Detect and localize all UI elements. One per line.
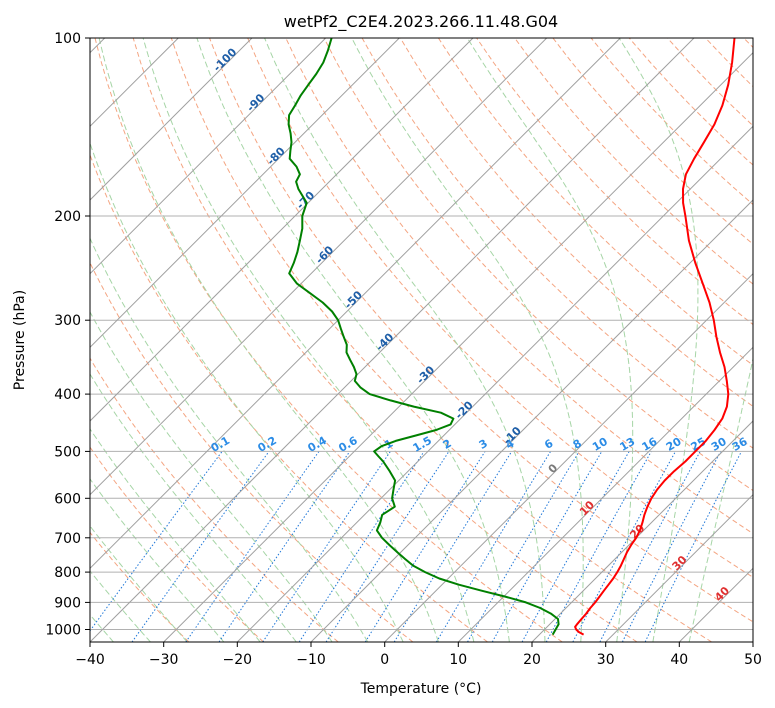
x-axis-label: Temperature (°C) <box>360 681 482 697</box>
sounding-series <box>287 38 736 636</box>
dry-adiabat <box>170 38 712 642</box>
mixing-ratio-lines <box>90 451 742 642</box>
y-tick-label: 200 <box>54 209 81 225</box>
mixing-ratio-line <box>521 451 630 642</box>
dry-adiabat <box>209 38 753 623</box>
isotherm-line <box>605 493 753 642</box>
temperature-line <box>574 38 736 636</box>
mixing-ratio-line <box>262 451 391 642</box>
moist-adiabat <box>142 38 475 642</box>
mixing-ratio-line <box>644 451 742 642</box>
x-tick-label: −10 <box>296 652 326 668</box>
dry-adiabat <box>323 38 753 492</box>
moist-adiabat <box>618 38 699 642</box>
y-tick-label: 600 <box>54 491 81 507</box>
moist-adiabats <box>90 38 753 642</box>
x-tick-label: 50 <box>744 652 762 668</box>
isotherm-line <box>90 38 548 496</box>
x-tick-label: −40 <box>75 652 105 668</box>
y-tick-label: 400 <box>54 387 81 403</box>
dry-adiabat <box>399 38 753 408</box>
isotherm-line <box>90 38 695 642</box>
y-tick-label: 500 <box>54 444 81 460</box>
isotherm-line <box>310 199 753 642</box>
moist-adiabat <box>90 427 261 642</box>
dry-adiabats <box>90 38 753 642</box>
plot-frame <box>89 37 754 643</box>
moist-adiabat <box>90 570 151 642</box>
isotherm-line <box>90 38 621 570</box>
x-tick-label: −30 <box>149 652 179 668</box>
mixing-ratio-line <box>599 451 701 642</box>
mixing-ratio-line <box>185 451 320 642</box>
dry-adiabat <box>247 38 753 578</box>
moist-adiabat <box>196 38 510 642</box>
x-tick-label: 40 <box>670 652 688 668</box>
isobar-grid <box>90 38 753 630</box>
mixing-ratio-line <box>218 451 351 642</box>
moist-adiabat <box>688 356 753 642</box>
mixing-ratio-line <box>621 451 722 642</box>
dry-adiabat <box>437 38 753 366</box>
x-tick-label: 20 <box>523 652 541 668</box>
y-axis-label: Pressure (hPa) <box>12 290 28 390</box>
y-axis-ticks: 100 200 300 400 500 600 700 800 900 1000 <box>45 31 90 639</box>
y-tick-label: 1000 <box>45 623 81 639</box>
isotherm-grid <box>90 38 753 642</box>
moist-adiabat <box>90 478 225 642</box>
mixing-ratio-line <box>325 451 450 642</box>
dewpoint-line <box>287 38 560 636</box>
dry-adiabat <box>514 38 753 285</box>
mixing-ratio-line <box>545 451 652 642</box>
isotherm-line <box>90 38 400 349</box>
x-axis-ticks: −40 −30 −20 −10 0 10 20 30 40 50 <box>75 642 762 668</box>
dry-adiabat <box>90 153 488 642</box>
mixing-ratio-line <box>435 451 552 642</box>
isotherm-line <box>163 51 753 642</box>
moist-adiabat <box>98 38 439 642</box>
y-tick-label: 300 <box>54 313 81 329</box>
x-tick-label: 0 <box>380 652 389 668</box>
isotherm-line <box>90 38 253 201</box>
y-tick-label: 800 <box>54 565 81 581</box>
mixing-ratio-line <box>572 451 676 642</box>
moist-adiabat <box>264 38 546 642</box>
moist-adiabat <box>90 141 404 642</box>
isotherm-line <box>90 38 327 275</box>
dry-adiabat <box>132 38 638 642</box>
dry-adiabat <box>94 38 563 642</box>
mixing-ratio-line <box>393 451 513 642</box>
y-tick-label: 900 <box>54 595 81 611</box>
moist-adiabat <box>351 38 584 642</box>
isotherm-line <box>457 346 753 642</box>
moist-adiabat <box>466 38 634 642</box>
isotherm-line <box>90 38 474 422</box>
dry-adiabat <box>90 446 264 642</box>
mixing-ratio-line <box>364 451 486 642</box>
isotherm-line <box>384 272 753 642</box>
mixing-ratio-line <box>131 451 270 642</box>
moist-adiabat <box>90 373 297 642</box>
moist-adiabat <box>90 525 188 642</box>
chart-title: wetPf2_C2E4.2023.266.11.48.G04 <box>284 12 558 32</box>
x-tick-label: 30 <box>597 652 615 668</box>
y-tick-label: 700 <box>54 531 81 547</box>
x-tick-label: −20 <box>223 652 253 668</box>
moist-adiabat <box>90 237 369 642</box>
dry-adiabat <box>90 357 339 642</box>
mixing-ratio-line <box>298 451 425 642</box>
isotherm-line <box>236 125 753 642</box>
y-tick-label: 100 <box>54 31 81 47</box>
mixing-ratio-line <box>90 451 223 632</box>
dry-adiabat <box>90 531 190 642</box>
x-tick-label: 10 <box>449 652 467 668</box>
